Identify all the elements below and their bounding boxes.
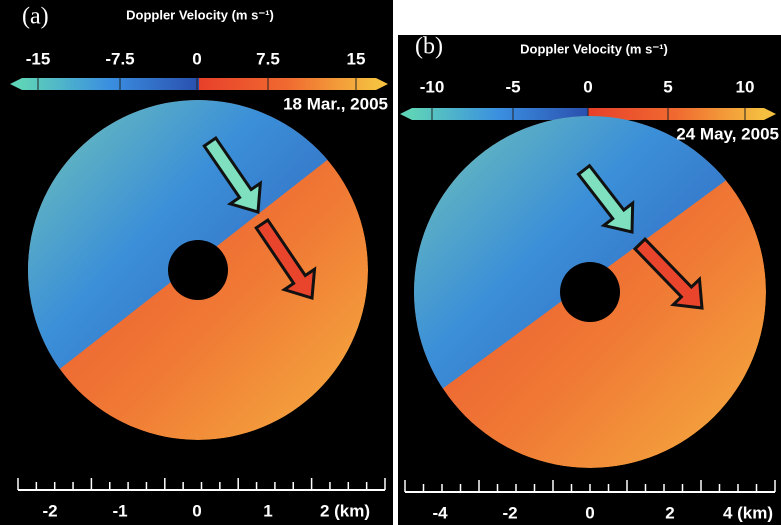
figure: (a)Doppler Velocity (m s⁻¹)-15-7.507.515…: [0, 0, 781, 525]
colorbar-title: Doppler Velocity (m s⁻¹): [520, 41, 668, 56]
colorbar-tick-label: 7.5: [256, 49, 280, 68]
scale-tick-label: -1: [112, 501, 127, 520]
panel-label: (a): [22, 4, 49, 30]
colorbar-tick-label: -15: [26, 49, 51, 68]
colorbar-tick-label: -10: [420, 77, 445, 96]
colorbar-title: Doppler Velocity (m s⁻¹): [126, 7, 274, 22]
scale-tick-label: -2: [42, 501, 57, 520]
colorbar-tick-label: -5: [505, 77, 520, 96]
date-label: 24 May, 2005: [676, 124, 779, 143]
scale-tick-label: -4: [432, 503, 448, 522]
scale-tick-label: 1: [263, 501, 272, 520]
center-hole: [560, 262, 620, 322]
scale-tick-label: 2: [665, 503, 674, 522]
scale-tick-label: 0: [192, 501, 201, 520]
colorbar-tick-label: 0: [192, 49, 201, 68]
scale-tick-label: 2 (km): [320, 501, 370, 520]
colorbar-tick-label: 0: [583, 77, 592, 96]
scale-tick-label: 4 (km): [723, 503, 773, 522]
colorbar-tick-label: 15: [347, 49, 366, 68]
colorbar-tick-label: 10: [736, 77, 755, 96]
colorbar-tick-label: 5: [663, 77, 672, 96]
colorbar: [22, 78, 376, 90]
panel-label: (b): [415, 34, 443, 60]
date-label: 18 Mar., 2005: [283, 94, 388, 113]
scale-tick-label: 0: [585, 503, 594, 522]
colorbar-tick-label: -7.5: [105, 49, 134, 68]
center-hole: [168, 240, 228, 300]
scale-tick-label: -2: [502, 503, 517, 522]
